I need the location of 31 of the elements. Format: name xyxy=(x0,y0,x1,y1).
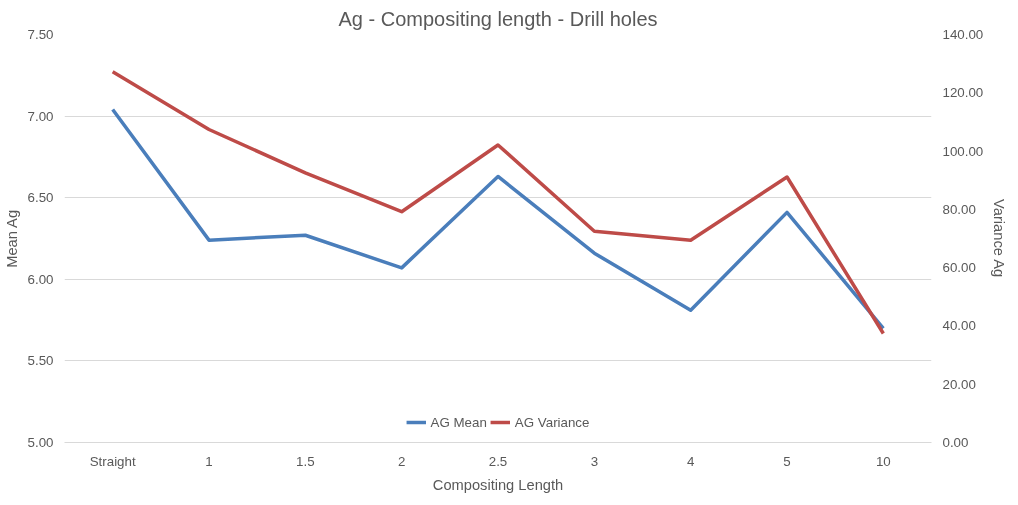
x-tick-label: 1.5 xyxy=(296,453,315,469)
y2-tick-label: 100.00 xyxy=(942,143,984,159)
y-tick-label: 5.50 xyxy=(27,353,54,369)
y-tick-label: 5.00 xyxy=(27,435,54,450)
x-tick-label: 2.5 xyxy=(488,453,508,469)
legend-label: AG Variance xyxy=(514,414,590,430)
x-tick-label: 3 xyxy=(590,453,599,469)
legend-label: AG Mean xyxy=(430,414,487,430)
y2-tick-label: 80.00 xyxy=(942,201,976,217)
y2-tick-label: 60.00 xyxy=(942,260,976,276)
y-tick-label: 6.50 xyxy=(27,190,54,206)
y-axis-title: Mean Ag xyxy=(3,209,20,268)
x-tick-label: 5 xyxy=(783,453,791,469)
x-tick-label: 1 xyxy=(205,453,213,469)
y2-tick-label: 20.00 xyxy=(942,376,976,392)
chart-title: Ag - Compositing length - Drill holes xyxy=(338,7,658,30)
x-axis-title: Compositing Length xyxy=(432,476,564,493)
y-tick-label: 7.00 xyxy=(27,108,54,124)
x-tick-label: 2 xyxy=(397,453,406,469)
line-series xyxy=(110,70,886,336)
x-tick-label: 4 xyxy=(686,453,695,469)
y-tick-label: 6.00 xyxy=(27,271,54,287)
y-tick-label: 7.50 xyxy=(27,27,54,42)
y2-tick-label: 0.00 xyxy=(942,435,969,450)
y2-axis-title: Variance Ag xyxy=(991,199,1008,278)
y2-tick-label: 140.00 xyxy=(942,27,984,42)
line-series xyxy=(110,107,886,331)
y2-tick-label: 40.00 xyxy=(942,318,976,334)
x-tick-label: Straight xyxy=(89,453,136,469)
x-tick-label: 10 xyxy=(875,453,891,469)
y2-tick-label: 120.00 xyxy=(942,85,984,101)
